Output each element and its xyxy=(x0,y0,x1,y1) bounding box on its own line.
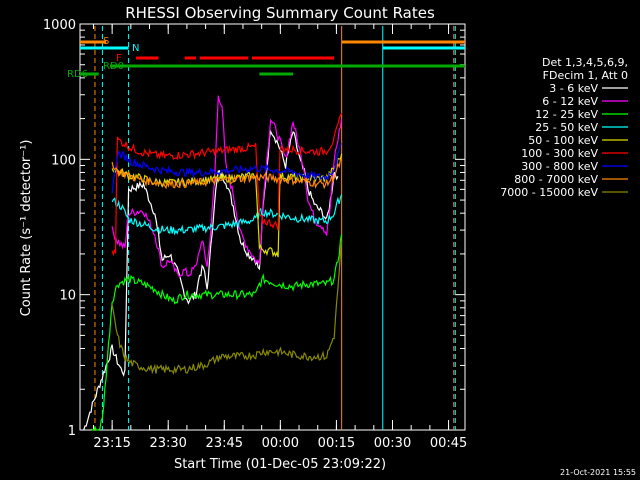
series-line xyxy=(111,143,342,194)
legend-entry: 300 - 800 keV xyxy=(521,160,598,173)
x-tick-label: 00:30 xyxy=(374,436,411,451)
legend-entry: 50 - 100 keV xyxy=(528,134,598,147)
x-tick-label: 00:45 xyxy=(430,436,467,451)
x-tick-label: 00:00 xyxy=(262,436,299,451)
flag-bar xyxy=(80,46,129,50)
flag-label: S xyxy=(103,36,109,47)
chart-title: RHESSI Observing Summary Count Rates xyxy=(125,4,435,22)
series-line xyxy=(90,234,343,431)
x-tick-label: 00:15 xyxy=(318,436,355,451)
flag-bar xyxy=(382,46,465,50)
series-line xyxy=(111,95,343,278)
flag-bar xyxy=(136,56,159,60)
y-tick-label: 1 xyxy=(68,424,76,439)
legend-entry: 100 - 300 keV xyxy=(521,147,598,160)
legend-header: Det 1,3,4,5,6,9, xyxy=(542,56,628,69)
flag-bar xyxy=(80,40,107,44)
plot-area: 1 10 100 1000 23:15 23:30 23:45 00:00 00:15 00:30… xyxy=(43,18,467,451)
legend-entry: 25 - 50 keV xyxy=(535,121,598,134)
legend: Det 1,3,4,5,6,9,FDecim 1, Att 03 - 6 keV… xyxy=(500,56,628,199)
x-tick-label: 23:15 xyxy=(93,436,130,451)
flag-bar xyxy=(259,72,294,76)
legend-entry: 3 - 6 keV xyxy=(549,82,598,95)
legend-entry: 7000 - 15000 keV xyxy=(500,186,598,199)
flag-bar xyxy=(199,56,249,60)
series-line xyxy=(83,129,339,431)
legend-entry: 6 - 12 keV xyxy=(542,95,598,108)
x-axis-label: Start Time (01-Dec-05 23:09:22) xyxy=(174,457,386,472)
legend-entry: 800 - 7000 keV xyxy=(514,173,598,186)
flag-label: N xyxy=(132,43,139,54)
series-line xyxy=(111,194,343,236)
legend-entry: 12 - 25 keV xyxy=(535,108,598,121)
flag-label: F xyxy=(116,53,122,64)
series-line xyxy=(111,158,342,190)
series-line xyxy=(111,240,343,375)
legend-header: FDecim 1, Att 0 xyxy=(543,69,628,82)
x-tick-label: 23:45 xyxy=(206,436,243,451)
series-line xyxy=(111,112,343,257)
axes-frame xyxy=(79,23,466,431)
flag-label: RD0 xyxy=(103,61,124,72)
flag-bar xyxy=(80,72,99,76)
flag-bar xyxy=(251,56,335,60)
y-axis-label: Count Rate (s⁻¹ detector⁻¹) xyxy=(19,140,34,317)
flag-bar xyxy=(341,40,465,44)
flag-bar xyxy=(109,64,465,68)
footer-timestamp: 21-Oct-2021 15:55 xyxy=(560,468,636,477)
y-tick-label: 100 xyxy=(51,153,76,168)
flag-bar xyxy=(184,56,196,60)
y-tick-label: 1000 xyxy=(43,18,76,33)
flag-label: RD6 xyxy=(67,69,88,80)
y-tick-label: 10 xyxy=(59,289,76,304)
x-tick-label: 23:30 xyxy=(149,436,186,451)
